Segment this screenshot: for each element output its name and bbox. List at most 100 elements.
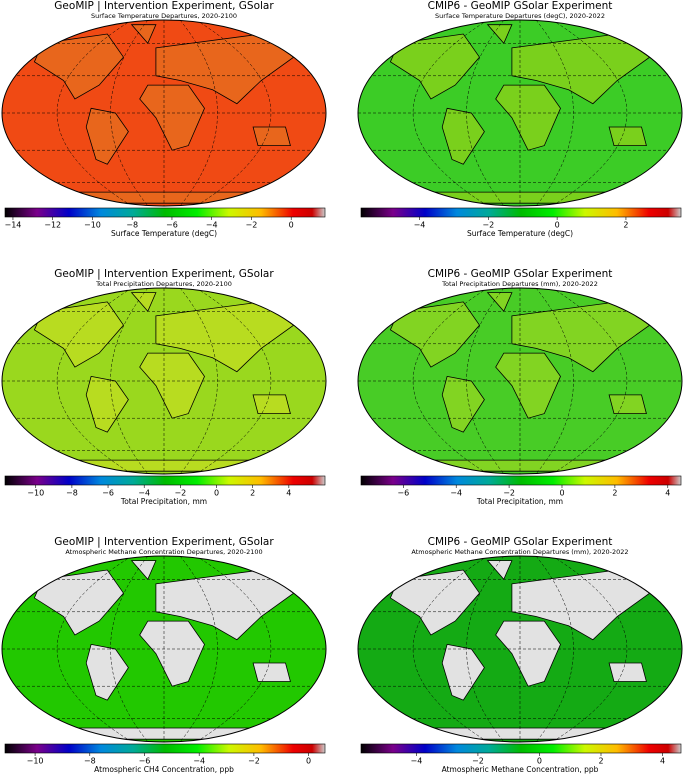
meridian [179,288,218,474]
map-border [1,555,327,743]
map-border [1,287,327,475]
continent [33,301,125,368]
continent [495,84,561,151]
map [2,288,326,474]
colorbar [4,743,326,754]
map-border [1,19,327,207]
meridian [466,20,505,206]
colorbar-tick-label: −4 [450,489,462,498]
colorbar-tick-label: −6 [139,757,151,766]
colorbar-tick-label: 2 [623,221,628,230]
continent [85,107,129,165]
meridian [56,288,133,474]
colorbar [360,475,682,486]
meridian [179,20,218,206]
continent [130,24,157,45]
panel: GeoMIP | Intervention Experiment, GSolar… [1,0,327,238]
colorbar-tick-label: −8 [66,489,78,498]
colorbar [4,475,326,486]
colorbar-tick-label: −8 [84,757,96,766]
colorbar-tick-label: −4 [414,221,426,230]
panel: CMIP6 - GeoMIP GSolar ExperimentAtmosphe… [357,536,683,774]
meridian [551,20,628,206]
colorbar-tick-label: −4 [193,757,205,766]
colorbar-tick-label: −4 [206,221,218,230]
meridian [466,556,505,742]
colorbar-tick-label: −10 [84,221,101,230]
meridian [466,288,505,474]
continent [252,662,291,682]
colorbar-tick-label: −6 [397,489,409,498]
continent [252,126,291,146]
map-border [357,19,683,207]
colorbar [4,207,326,218]
meridian [535,556,574,742]
colorbar-tick-label: −2 [248,757,260,766]
colorbar-tick-label: 0 [289,221,294,230]
continent [389,33,481,100]
colorbar-tick-label: −8 [126,221,138,230]
meridian [412,288,489,474]
panel-title: CMIP6 - GeoMIP GSolar Experiment [428,268,613,280]
map-border [357,287,683,475]
continent [389,301,481,368]
colorbar-tick-label: −2 [174,489,186,498]
meridian [412,20,489,206]
colorbar-tick-label: 4 [665,489,670,498]
colorbar-tick-label: 0 [537,757,542,766]
colorbar-tick-label: −14 [5,221,22,230]
continent [441,643,485,701]
panel-subtitle: Total Precipitation Departures (mm), 202… [441,280,598,288]
colorbar-tick-label: −10 [27,489,44,498]
map [358,556,682,742]
continent [85,643,129,701]
colorbar-tick-label: 4 [660,757,665,766]
continent [486,560,513,581]
meridian [110,288,149,474]
meridian [179,556,218,742]
continent [139,84,205,151]
colorbar-label: Total Precipitation, mm [476,497,563,506]
continent [608,662,647,682]
continent [33,33,125,100]
colorbar-tick-label: −12 [44,221,61,230]
map-border [357,555,683,743]
colorbar-tick-label: 4 [286,489,291,498]
continent [252,394,291,414]
continent [130,560,157,581]
panel: GeoMIP | Intervention Experiment, GSolar… [1,268,327,506]
colorbar-tick-label: −6 [102,489,114,498]
map [358,288,682,474]
panel-title: CMIP6 - GeoMIP GSolar Experiment [428,0,613,12]
panel-subtitle: Surface Temperature Departures (degC), 2… [435,12,605,20]
meridian [412,556,489,742]
panel-subtitle: Atmospheric Methane Concentration Depart… [65,548,262,556]
colorbar-tick-label: −4 [410,757,422,766]
continent [33,569,125,636]
map [358,20,682,206]
continent [441,375,485,433]
colorbar-tick-label: −2 [482,221,494,230]
colorbar-tick-label: −4 [138,489,150,498]
panel: CMIP6 - GeoMIP GSolar ExperimentSurface … [357,0,683,238]
colorbar-label: Atmospheric Methane Concentration, ppb [442,765,599,774]
colorbar-label: Atmospheric CH4 Concentration, ppb [94,765,234,774]
meridian [195,288,272,474]
panel-subtitle: Surface Temperature Departures, 2020-210… [91,12,237,20]
continent [486,292,513,313]
continent [495,620,561,687]
colorbar-tick-label: 0 [555,221,560,230]
colorbar-label: Surface Temperature (degC) [111,229,217,238]
colorbar-label: Surface Temperature (degC) [467,229,573,238]
continent [608,394,647,414]
panel-subtitle: Atmospheric Methane Concentration Depart… [411,548,628,556]
meridian [195,556,272,742]
continent [441,107,485,165]
colorbar-tick-label: −10 [27,757,44,766]
colorbar [360,207,682,218]
meridian [56,20,133,206]
map [2,20,326,206]
panel-title: GeoMIP | Intervention Experiment, GSolar [54,268,274,280]
